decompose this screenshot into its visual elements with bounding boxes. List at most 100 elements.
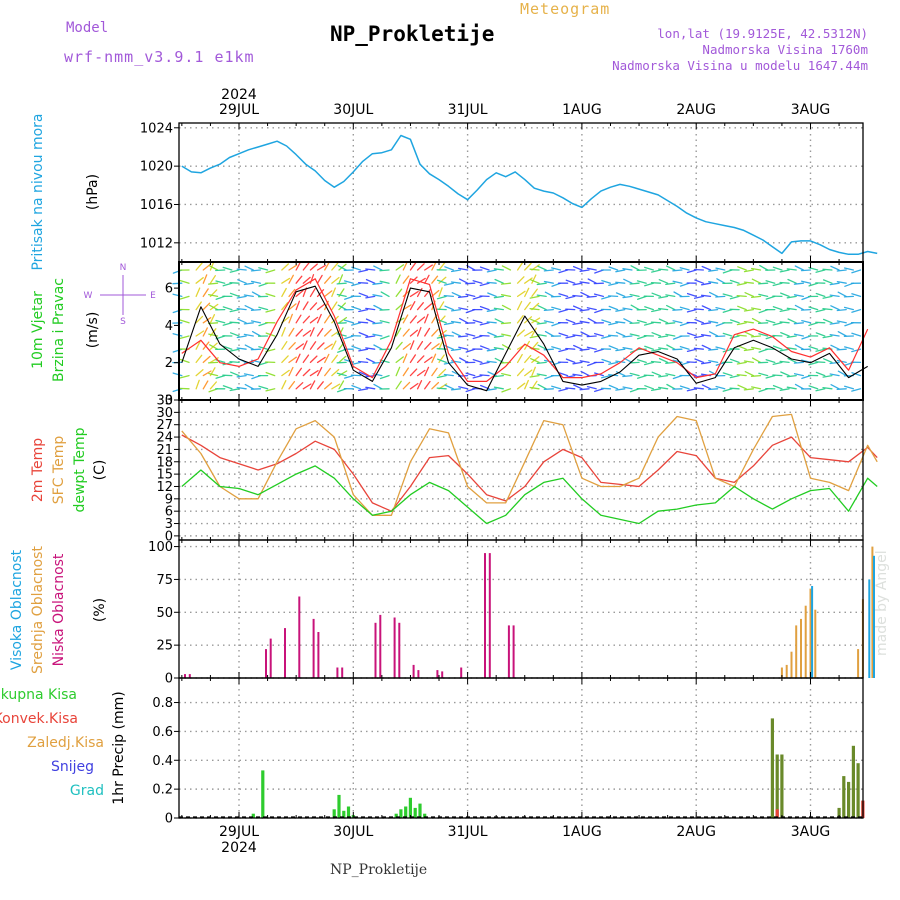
wind-vector (580, 331, 590, 337)
wind-unit-label: (m/s) (85, 312, 101, 349)
wind-vector (209, 342, 218, 350)
wind-vector (316, 303, 326, 311)
wind-vector (288, 356, 297, 364)
wind-vector (172, 333, 183, 337)
wind-vector (572, 334, 583, 337)
wind-vector (658, 318, 669, 324)
wind-vector (309, 263, 318, 271)
wind-vector (593, 293, 604, 298)
wind-vector (395, 288, 403, 298)
wind-vector (436, 387, 447, 390)
wind-vector (750, 335, 762, 338)
wind-vector (800, 308, 812, 311)
wind-vector (544, 291, 554, 298)
precip-legend-item: Ukupna Kisa (0, 687, 77, 703)
wind-vector (551, 267, 562, 271)
wind-vector (358, 308, 369, 313)
wind-vector (409, 290, 419, 298)
wind-vector (516, 368, 525, 377)
ytick-label-precipitation: 0.2 (152, 783, 173, 798)
wind-vector (601, 279, 612, 284)
wind-vector (558, 293, 569, 298)
wind-vector (715, 267, 726, 271)
wind-vector (288, 264, 298, 271)
pressure-ylabel: Pritisak na nivou mora (30, 113, 46, 270)
wind-vector (373, 304, 383, 311)
wind-vector (815, 371, 826, 377)
wind-vector (409, 354, 417, 364)
precip-legend-item: Grad (70, 783, 104, 799)
wind-vector (229, 360, 240, 364)
wind-vector (172, 372, 183, 377)
ytick-label-temperature: 30 (156, 406, 173, 421)
wind-vector (837, 331, 847, 337)
wind-vector (222, 282, 233, 287)
wind-vector (288, 366, 294, 377)
temp-ylabel-dewpt: dewpt Temp (72, 427, 88, 512)
wind-vector (708, 308, 719, 312)
wind-vector (409, 301, 416, 311)
wind-vector (737, 266, 747, 271)
wind-vector (801, 374, 812, 380)
compass-s: S (120, 317, 126, 327)
wind-vector (459, 357, 469, 364)
wind-vector (229, 308, 240, 313)
cloud-bar-low (312, 618, 315, 678)
wind-vector (536, 294, 547, 298)
wind-vector (615, 388, 626, 391)
wind-vector (536, 361, 547, 365)
wind-vector (295, 343, 305, 350)
wind-vector (379, 269, 390, 272)
wind-vector (443, 294, 454, 298)
wind-vector (424, 274, 430, 284)
wind-vector (765, 359, 776, 364)
wind-vector (195, 330, 205, 337)
precip-bar-total (346, 806, 351, 818)
cloud-bar-low (298, 596, 301, 678)
wind-vector (700, 294, 712, 298)
wind-vector (543, 320, 554, 324)
wind-vector (829, 294, 840, 298)
wind-vector (209, 314, 216, 324)
cloud-bar-low (393, 617, 396, 678)
wind-vector (608, 384, 619, 390)
wind-vector (572, 265, 583, 271)
wind-vector (715, 295, 726, 298)
wind-vector (288, 380, 296, 390)
wind-speed-line (181, 285, 868, 392)
wind-vector (493, 268, 504, 271)
wind-vector (336, 322, 347, 324)
wind-vector (672, 348, 683, 351)
wind-vector (650, 388, 662, 392)
cloud-bar-low (184, 674, 186, 678)
wind-vector (236, 295, 247, 299)
ytick-label-temperature: 33 (156, 394, 173, 409)
wind-vector (743, 308, 754, 312)
wind-vector (222, 361, 233, 366)
wind-vector (551, 346, 562, 350)
wind-vector (772, 334, 783, 337)
wind-vector (258, 306, 269, 311)
wind-vector (793, 373, 805, 377)
wind-vector (416, 340, 424, 350)
wind-vector (258, 385, 269, 390)
cloud-bar-low (188, 674, 191, 678)
cloud-bar-low (374, 622, 377, 678)
wind-vector (243, 294, 254, 298)
wind-vector (316, 264, 326, 271)
wind-vector (536, 333, 547, 337)
wind-vector (757, 322, 769, 324)
wind-vector (379, 335, 390, 340)
compass-w: W (84, 291, 93, 301)
pressure-line (181, 134, 878, 256)
wind-vector (372, 282, 383, 285)
precip-bar-total (251, 813, 255, 818)
wind-vector (658, 374, 669, 378)
wind-vector (786, 347, 797, 350)
wind-vector (331, 383, 341, 390)
bottom-day-label: 3AUG (791, 824, 831, 840)
wind-vector (524, 369, 533, 377)
wind-vector (658, 268, 669, 271)
wind-vector (402, 328, 410, 337)
wind-vector (438, 287, 443, 298)
